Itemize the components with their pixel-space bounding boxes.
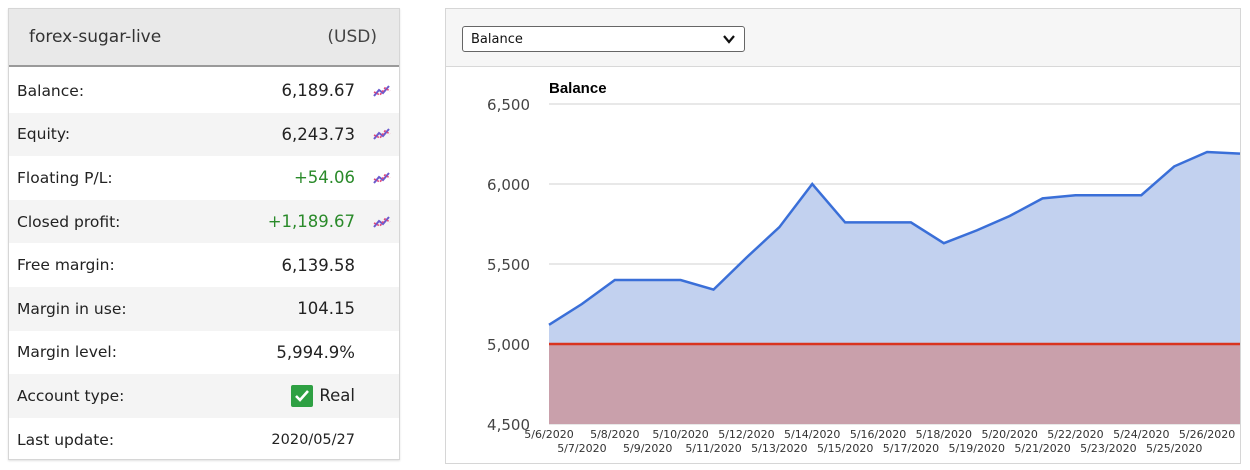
x-tick-label: 5/17/2020 — [883, 442, 939, 455]
balance-chart: 6,500 6,000 5,500 5,000 4,500 Balance 5/6/2020… — [487, 80, 1241, 455]
x-tick-label: 5/20/2020 — [981, 428, 1037, 441]
chart-title: Balance — [549, 80, 607, 97]
row-equity: Equity: 6,243.73 — [9, 112, 399, 157]
chart-line-icon[interactable] — [371, 124, 393, 144]
y-tick-label: 5,500 — [487, 256, 530, 274]
x-tick-label: 5/6/2020 — [524, 428, 573, 441]
x-tick-label: 5/8/2020 — [590, 428, 639, 441]
free-margin-label: Free margin: — [17, 256, 115, 275]
free-margin-value: 6,139.58 — [281, 255, 355, 275]
account-summary-panel: forex-sugar-live (USD) Balance: 6,189.67… — [8, 8, 400, 460]
x-tick-label: 5/26/2020 — [1179, 428, 1235, 441]
x-tick-label: 5/18/2020 — [916, 428, 972, 441]
x-tick-label: 5/24/2020 — [1113, 428, 1169, 441]
y-tick-label: 6,000 — [487, 176, 530, 194]
x-tick-label: 5/13/2020 — [751, 442, 807, 455]
floating-pl-label: Floating P/L: — [17, 168, 113, 187]
x-tick-label: 5/22/2020 — [1047, 428, 1103, 441]
row-margin-level: Margin level: 5,994.9% — [9, 331, 399, 375]
balance-label: Balance: — [17, 81, 85, 100]
x-tick-label: 5/12/2020 — [718, 428, 774, 441]
chart-line-icon[interactable] — [371, 212, 393, 232]
account-type-text: Real — [319, 386, 355, 406]
closed-profit-label: Closed profit: — [17, 212, 121, 231]
x-tick-label: 5/23/2020 — [1080, 442, 1136, 455]
floating-pl-value: +54.06 — [293, 168, 355, 188]
x-tick-label: 5/11/2020 — [685, 442, 741, 455]
balance-area — [549, 152, 1240, 344]
chart-type-select[interactable]: Balance — [462, 26, 745, 52]
last-update-label: Last update: — [17, 430, 115, 449]
y-tick-label: 4,500 — [487, 416, 530, 434]
chart-type-select-value: Balance — [471, 31, 523, 47]
checkmark-icon — [291, 384, 314, 407]
y-tick-label: 6,500 — [487, 96, 530, 114]
x-tick-label: 5/21/2020 — [1014, 442, 1070, 455]
equity-label: Equity: — [17, 125, 71, 144]
closed-profit-value: +1,189.67 — [267, 212, 355, 232]
balance-value: 6,189.67 — [281, 81, 355, 101]
x-tick-label: 5/7/2020 — [557, 442, 606, 455]
account-header: forex-sugar-live (USD) — [9, 9, 399, 67]
x-tick-label: 5/16/2020 — [850, 428, 906, 441]
equity-value: 6,243.73 — [281, 124, 355, 144]
account-type-label: Account type: — [17, 386, 125, 405]
chart-line-icon[interactable] — [371, 81, 393, 101]
row-free-margin: Free margin: 6,139.58 — [9, 243, 399, 287]
row-account-type: Account type: Real — [9, 374, 399, 418]
account-currency: (USD) — [327, 27, 377, 47]
row-margin-in-use: Margin in use: 104.15 — [9, 286, 399, 331]
chart-panel: Balance 6,500 6,000 5,500 5,000 4,500 Balance… — [445, 8, 1241, 464]
row-floating-pl: Floating P/L: +54.06 — [9, 156, 399, 200]
chart-line-icon[interactable] — [371, 168, 393, 188]
last-update-value: 2020/05/27 — [271, 431, 355, 448]
margin-level-label: Margin level: — [17, 343, 117, 362]
row-closed-profit: Closed profit: +1,189.67 — [9, 199, 399, 244]
y-tick-label: 5,000 — [487, 336, 530, 354]
x-tick-label: 5/15/2020 — [817, 442, 873, 455]
balance-line — [548, 150, 1241, 326]
margin-in-use-value: 104.15 — [297, 299, 355, 319]
x-tick-label: 5/14/2020 — [784, 428, 840, 441]
x-tick-label: 5/25/2020 — [1146, 442, 1202, 455]
chevron-down-icon — [722, 32, 736, 50]
margin-level-value: 5,994.9% — [276, 342, 355, 362]
row-balance: Balance: 6,189.67 — [9, 69, 399, 113]
x-tick-label: 5/10/2020 — [652, 428, 708, 441]
margin-in-use-label: Margin in use: — [17, 299, 127, 318]
row-last-update: Last update: 2020/05/27 — [9, 418, 399, 462]
baseline-area — [549, 344, 1240, 424]
chart-toolbar: Balance — [446, 9, 1240, 67]
x-tick-label: 5/19/2020 — [949, 442, 1005, 455]
account-name: forex-sugar-live — [29, 27, 162, 47]
account-stats-list: Balance: 6,189.67 Equity: 6,243.73 Float… — [9, 69, 399, 461]
x-tick-label: 5/9/2020 — [623, 442, 672, 455]
account-type-value: Real — [291, 384, 355, 407]
